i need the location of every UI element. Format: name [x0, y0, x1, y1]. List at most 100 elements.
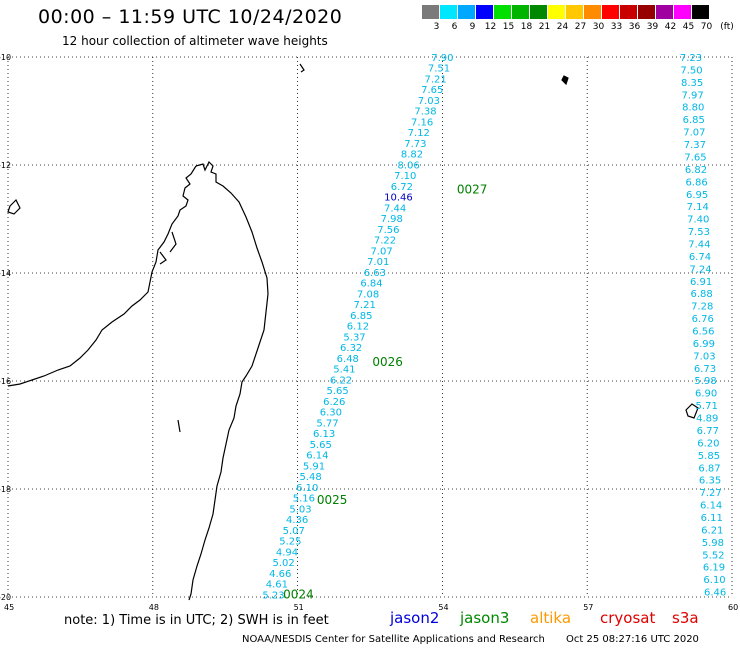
swh-value: 7.21 — [425, 74, 447, 85]
scale-label: 3 — [433, 22, 440, 32]
swh-value: 5.85 — [698, 451, 720, 462]
swh-value: 6.73 — [694, 364, 716, 375]
lat-label: -10 — [0, 53, 11, 62]
swh-value: 6.35 — [699, 476, 721, 487]
page-title: 00:00 – 11:59 UTC 10/24/2020 — [38, 6, 343, 28]
swh-value: 7.73 — [404, 139, 426, 150]
swh-value: 5.23 — [262, 590, 284, 601]
swh-value: 7.22 — [374, 236, 396, 247]
swh-value: 7.27 — [699, 488, 721, 499]
swh-value: 8.06 — [397, 160, 419, 171]
coastline-west — [7, 165, 197, 387]
scale-unit: (ft) — [720, 22, 734, 32]
swh-value: 5.98 — [702, 538, 724, 549]
madagascar-coastline — [7, 63, 699, 601]
swh-value: 7.12 — [408, 128, 430, 139]
swh-value: 7.23 — [680, 53, 702, 64]
swh-value: 5.25 — [279, 537, 301, 548]
scale-label: 36 — [628, 22, 641, 32]
sat-label-altika: altika — [530, 609, 572, 627]
pass-labels: 0027002600250024031203110310 — [283, 166, 740, 601]
scale-swatch — [476, 5, 493, 19]
swh-value: 6.63 — [364, 268, 386, 279]
scale-label: 6 — [451, 22, 458, 32]
lon-label: 54 — [438, 603, 448, 612]
scale-swatch — [602, 5, 619, 19]
swh-value: 5.65 — [327, 386, 349, 397]
swh-value: 7.56 — [377, 225, 399, 236]
swh-value: 8.80 — [682, 103, 704, 114]
scale-swatch — [548, 5, 565, 19]
scale-label: 24 — [556, 22, 569, 32]
sat-label-s3a: s3a — [672, 609, 699, 627]
swh-value: 7.03 — [693, 351, 715, 362]
swh-value: 7.50 — [680, 65, 702, 76]
swh-value: 6.95 — [686, 190, 708, 201]
swh-value: 6.22 — [330, 375, 352, 386]
swh-value: 7.44 — [384, 203, 406, 214]
swh-value: 7.53 — [688, 227, 710, 238]
swh-value: 10.46 — [384, 193, 413, 204]
lat-lon-grid — [7, 56, 733, 598]
scale-label: 21 — [538, 22, 551, 32]
pass-label: 0026 — [372, 355, 403, 369]
swh-value: 6.14 — [306, 451, 328, 462]
islet-sw — [177, 419, 181, 433]
scale-label: 33 — [610, 22, 623, 32]
swh-value: 7.97 — [682, 90, 704, 101]
swh-value: 6.48 — [337, 354, 359, 365]
pass-label: 0024 — [283, 587, 314, 601]
swh-value: 6.12 — [347, 322, 369, 333]
scale-label: 15 — [502, 22, 515, 32]
swh-value: 7.07 — [370, 246, 392, 257]
swh-value: 7.24 — [689, 264, 711, 275]
swh-value: 6.82 — [685, 165, 707, 176]
lon-label: 57 — [583, 603, 593, 612]
swh-value: 7.98 — [381, 214, 403, 225]
swh-value: 6.30 — [320, 408, 342, 419]
swh-value: 6.26 — [323, 397, 345, 408]
islet-n — [299, 63, 305, 73]
scale-swatch — [656, 5, 673, 19]
swh-value: 6.10 — [296, 483, 318, 494]
lon-label: 60 — [728, 603, 738, 612]
swh-value: 8.35 — [681, 78, 703, 89]
swh-value: 7.90 — [431, 53, 453, 64]
swh-value: 6.76 — [692, 314, 714, 325]
scale-swatch — [584, 5, 601, 19]
swh-value: 5.02 — [272, 558, 294, 569]
timestamp-text: Oct 25 08:27:16 UTC 2020 — [566, 634, 699, 645]
lat-label: -16 — [0, 377, 11, 386]
swh-value: 6.56 — [692, 327, 714, 338]
swh-value: 6.84 — [360, 279, 382, 290]
swh-value: 4.36 — [286, 515, 308, 526]
swh-value: 6.91 — [690, 277, 712, 288]
swh-tracks: 7.907.517.217.657.037.387.167.127.738.82… — [262, 53, 726, 601]
scale-label: 70 — [700, 22, 713, 32]
scale-swatch — [566, 5, 583, 19]
swh-value: 5.03 — [289, 504, 311, 515]
scale-label: 9 — [469, 22, 476, 32]
swh-value: 8.82 — [401, 150, 423, 161]
swh-value: 5.16 — [293, 494, 315, 505]
swh-value: 7.28 — [691, 302, 713, 313]
page-subtitle: 12 hour collection of altimeter wave hei… — [62, 34, 328, 48]
swh-value: 4.66 — [269, 569, 291, 580]
swh-value: 5.71 — [696, 401, 718, 412]
swh-value: 7.38 — [414, 107, 436, 118]
swh-value: 5.07 — [283, 526, 305, 537]
swh-value: 6.19 — [703, 563, 725, 574]
sat-label-jason2: jason2 — [390, 609, 440, 627]
swh-value: 6.85 — [350, 311, 372, 322]
swh-value: 7.10 — [394, 171, 416, 182]
swh-value: 6.20 — [697, 438, 719, 449]
swh-value: 6.14 — [700, 501, 722, 512]
swh-value: 6.21 — [701, 525, 723, 536]
swh-value: 7.03 — [418, 96, 440, 107]
footer-note: note: 1) Time is in UTC; 2) SWH is in fe… — [64, 613, 329, 628]
scale-label: 27 — [574, 22, 587, 32]
scale-label: 39 — [646, 22, 659, 32]
swh-value: 6.72 — [391, 182, 413, 193]
scale-label: 18 — [520, 22, 533, 32]
